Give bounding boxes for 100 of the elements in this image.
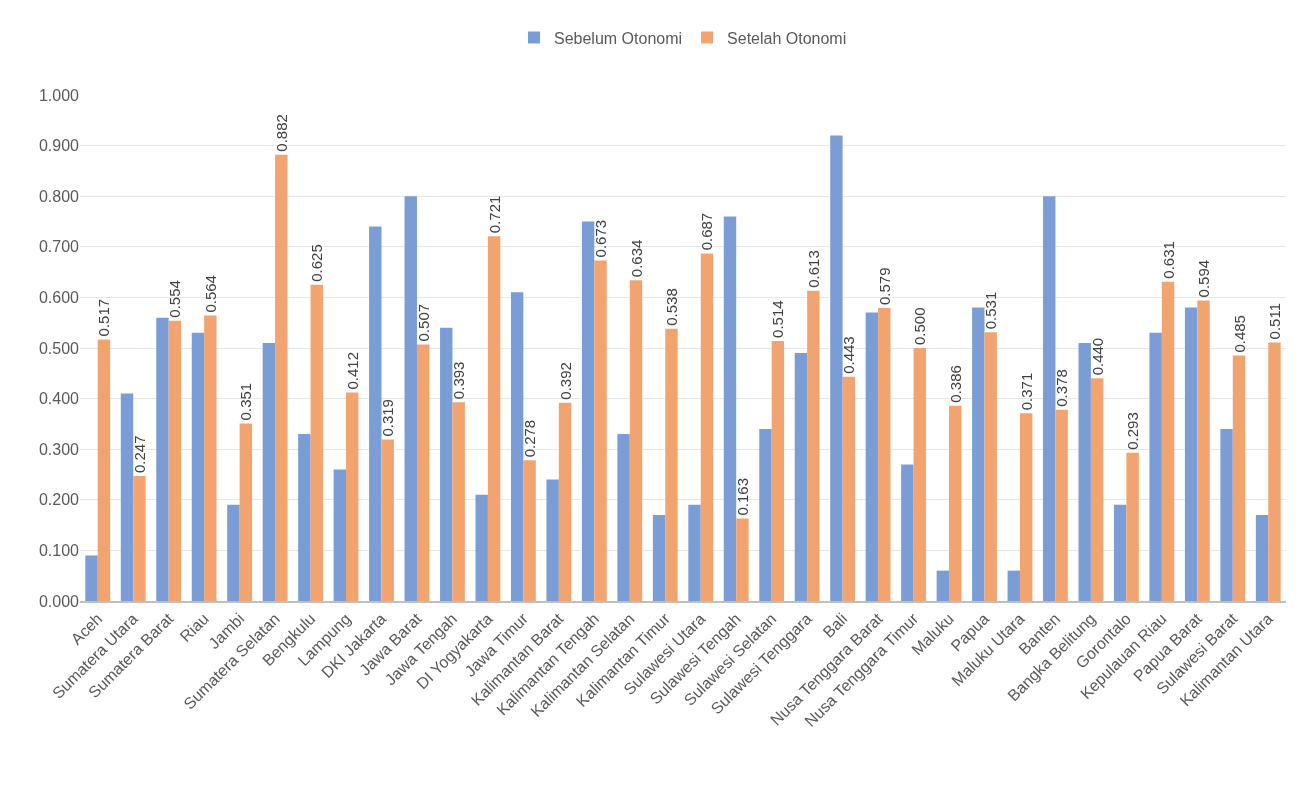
bar: [1268, 342, 1281, 601]
bar: [191, 332, 205, 601]
x-tick-label: Bali: [819, 609, 851, 641]
data-label: 0.440: [1088, 337, 1106, 376]
data-label: 0.687: [698, 212, 716, 251]
data-label: 0.163: [733, 477, 751, 516]
bar: [310, 284, 323, 601]
bar: [865, 312, 879, 601]
data-label: 0.579: [875, 267, 893, 306]
bar: [97, 339, 111, 601]
bar: [1126, 452, 1139, 601]
bar: [1149, 332, 1162, 601]
bar: [617, 434, 630, 601]
data-label: 0.631: [1159, 241, 1177, 279]
data-label: 0.673: [592, 219, 610, 258]
legend-label: Setelah Otonomi: [727, 29, 847, 47]
legend-label: Sebelum Otonomi: [554, 29, 683, 47]
bar: [381, 439, 394, 601]
bar: [1197, 300, 1210, 601]
bar: [369, 226, 382, 601]
y-tick-label: 0.400: [38, 390, 80, 408]
bar: [523, 460, 536, 601]
bar: [404, 196, 417, 601]
data-label: 0.393: [450, 361, 468, 400]
data-label: 0.511: [1265, 302, 1283, 340]
bar: [85, 555, 98, 601]
bar: [168, 320, 182, 601]
y-tick-label: 0.000: [38, 592, 80, 610]
y-tick-label: 0.700: [38, 238, 80, 256]
bar: [133, 476, 146, 601]
bar: [878, 308, 891, 601]
y-tick-label: 0.900: [38, 137, 80, 155]
data-label: 0.293: [1124, 412, 1142, 450]
bar: [333, 469, 347, 601]
data-label: 0.507: [414, 303, 432, 342]
bar: [807, 290, 820, 601]
data-label: 0.594: [1195, 259, 1213, 298]
bar: [452, 402, 465, 601]
bar: [1007, 570, 1020, 601]
data-label: 0.412: [343, 351, 361, 390]
bar: [736, 518, 749, 601]
bar: [1055, 409, 1068, 601]
bar: [936, 570, 950, 601]
data-label: 0.319: [379, 399, 397, 437]
bar: [204, 315, 217, 601]
data-label: 0.378: [1053, 369, 1071, 407]
bar: [558, 402, 572, 601]
bar: [1255, 514, 1269, 601]
bar: [581, 221, 595, 601]
bar: [723, 216, 737, 601]
bar: [665, 328, 678, 601]
bar: [1232, 355, 1246, 601]
bar: [913, 348, 926, 601]
bar: [949, 405, 962, 601]
bar: [794, 353, 808, 601]
bar: [842, 376, 856, 601]
bar: [475, 494, 488, 601]
y-tick-label: 0.600: [38, 289, 80, 306]
bar: [1113, 504, 1127, 601]
bar: [1043, 196, 1056, 601]
bar: [688, 504, 701, 601]
bar: [972, 307, 985, 601]
bar: [120, 393, 134, 601]
bar: [239, 423, 253, 601]
data-label: 0.371: [1017, 372, 1035, 411]
y-tick-label: 0.100: [38, 542, 80, 559]
data-label: 0.625: [308, 244, 326, 282]
bar: [984, 332, 997, 601]
bar: [629, 280, 643, 601]
y-tick-label: 0.800: [38, 187, 80, 205]
bar: [771, 340, 785, 601]
data-label: 0.882: [272, 114, 290, 152]
bar: [1184, 307, 1198, 601]
data-label: 0.443: [840, 336, 858, 374]
data-label: 0.386: [946, 365, 964, 403]
data-label: 0.554: [166, 280, 184, 318]
bar: [759, 428, 772, 601]
data-label: 0.485: [1230, 315, 1248, 353]
data-label: 0.564: [201, 275, 219, 313]
bar: [346, 392, 359, 601]
bar: [416, 344, 430, 601]
bar: [652, 514, 666, 601]
data-label: 0.721: [485, 195, 503, 234]
data-label: 0.613: [804, 250, 822, 288]
bar: [262, 342, 276, 601]
data-label: 0.634: [627, 239, 645, 278]
bar: [275, 154, 288, 601]
data-label: 0.517: [95, 298, 113, 337]
data-label: 0.247: [130, 435, 148, 474]
bar: [1161, 281, 1175, 601]
bar: [227, 504, 240, 601]
bar: [156, 317, 169, 601]
y-tick-label: 0.300: [38, 440, 80, 458]
data-label: 0.278: [521, 419, 539, 458]
bar: [1078, 342, 1091, 601]
bar: [830, 135, 843, 601]
bar: [487, 236, 501, 601]
bar: [1090, 378, 1104, 601]
bar: [700, 253, 714, 601]
data-label: 0.538: [662, 288, 680, 326]
